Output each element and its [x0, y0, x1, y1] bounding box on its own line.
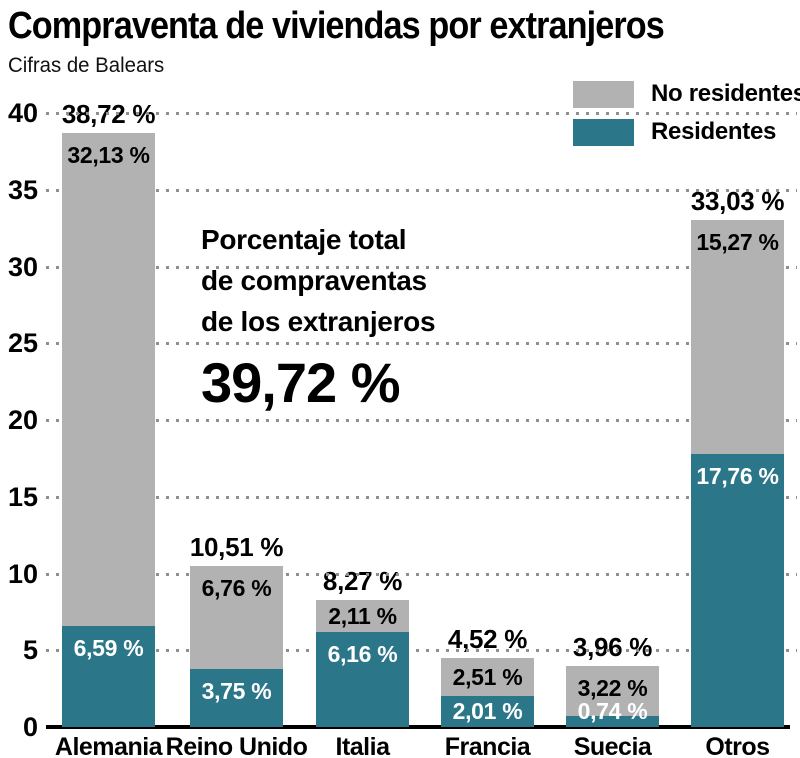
- segment-value-residentes-1: 3,75 %: [201, 678, 272, 705]
- bar-segment-residentes-0: [62, 625, 155, 727]
- segment-value-no-residentes-3: 2,51 %: [452, 663, 523, 690]
- bar-segment-no-residentes-1: [190, 565, 283, 670]
- segment-value-residentes-4: 0,74 %: [577, 698, 648, 724]
- category-label-1: Reino Unido: [165, 733, 308, 758]
- segment-value-no-residentes-2: 2,11 %: [328, 603, 397, 630]
- gridline-15: [46, 495, 797, 499]
- segment-value-residentes-3: 2,01 %: [452, 698, 523, 724]
- total-value-label-4: 3,96 %: [572, 632, 653, 663]
- category-label-5: Otros: [705, 733, 770, 758]
- x-axis-line: [46, 725, 790, 729]
- category-label-3: Francia: [444, 733, 531, 758]
- y-axis-label-10: 10: [7, 558, 38, 589]
- y-axis-label-35: 35: [7, 174, 38, 205]
- gridline-10: [46, 572, 797, 576]
- gridline-35: [46, 188, 797, 192]
- segment-value-no-residentes-1: 6,76 %: [201, 574, 272, 601]
- bar-segment-no-residentes-2: [316, 600, 409, 633]
- category-label-2: Italia: [335, 733, 390, 758]
- bar-segment-residentes-1: [190, 669, 283, 727]
- legend-label-residentes: Residentes: [651, 118, 777, 145]
- legend-label-no-residentes: No residentes: [651, 80, 800, 107]
- y-axis-label-0: 0: [22, 712, 38, 742]
- annotation-line-1: Porcentaje total: [201, 224, 407, 255]
- segment-value-no-residentes-0: 32,13 %: [67, 141, 150, 168]
- bar-segment-no-residentes-5: [691, 219, 784, 455]
- bar-segment-no-residentes-0: [62, 132, 155, 626]
- y-axis-label-5: 5: [22, 635, 38, 666]
- gridline-40: [46, 112, 797, 115]
- annotation-block: Porcentaje total de compraventas de los …: [201, 219, 436, 415]
- category-label-4: Suecia: [573, 733, 652, 758]
- gridline-25: [46, 342, 797, 346]
- segment-value-residentes-5: 17,76 %: [696, 463, 779, 490]
- legend: No residentes Residentes: [573, 80, 800, 156]
- segment-value-residentes-2: 6,16 %: [327, 641, 398, 668]
- legend-item-no-residentes: No residentes: [573, 80, 800, 108]
- y-axis-label-40: 40: [7, 98, 38, 128]
- legend-item-residentes: Residentes: [573, 118, 800, 146]
- gridline-30: [46, 265, 797, 269]
- segment-value-no-residentes-4: 3,22 %: [577, 675, 648, 702]
- total-value-label-3: 4,52 %: [447, 623, 528, 654]
- segment-value-residentes-0: 6,59 %: [73, 634, 144, 661]
- gridline-20: [46, 419, 797, 422]
- total-value-label-1: 10,51 %: [189, 531, 284, 562]
- category-label-0: Alemania: [54, 733, 163, 758]
- bar-segment-residentes-5: [691, 454, 784, 727]
- bar-segment-no-residentes-4: [566, 666, 659, 716]
- annotation-total-value: 39,72 %: [201, 351, 401, 414]
- y-axis-label-25: 25: [7, 328, 38, 359]
- gridline-5: [46, 649, 797, 653]
- annotation-line-2: de compraventas: [201, 265, 427, 296]
- y-axis-label-15: 15: [7, 481, 38, 512]
- legend-swatch-no-residentes: [573, 80, 634, 108]
- legend-swatch-residentes: [573, 118, 634, 146]
- chart-subtitle: Cifras de Balears: [8, 54, 165, 77]
- bar-segment-residentes-4: [566, 715, 659, 727]
- bar-segment-no-residentes-3: [441, 657, 534, 697]
- segment-value-no-residentes-5: 15,27 %: [696, 228, 779, 255]
- bar-segment-residentes-2: [316, 632, 409, 727]
- annotation-line-3: de los extranjeros: [201, 306, 436, 337]
- bar-segment-residentes-3: [441, 696, 534, 727]
- total-value-label-2: 8,27 %: [322, 566, 403, 597]
- y-axis-label-20: 20: [7, 405, 38, 435]
- y-axis-label-30: 30: [7, 251, 38, 282]
- chart-title: Compraventa de viviendas por extranjeros: [8, 5, 665, 47]
